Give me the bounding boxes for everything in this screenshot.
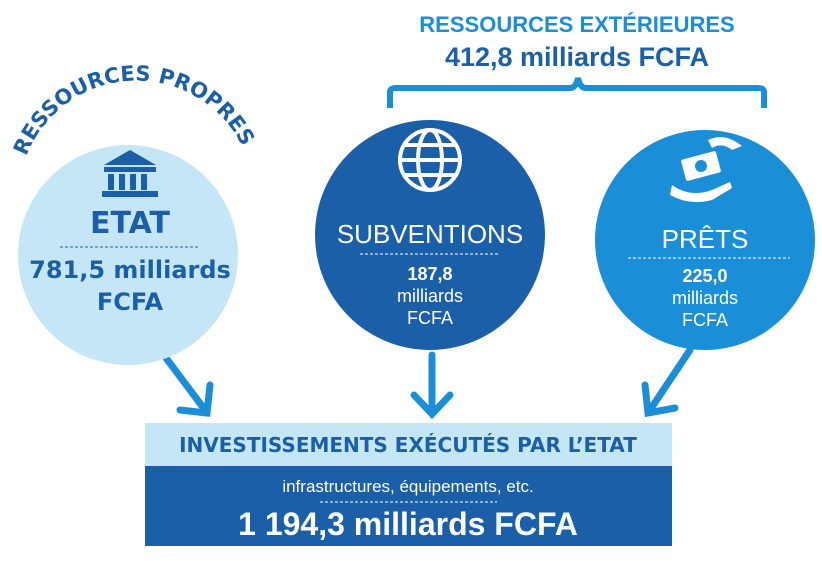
- node-label: ETAT: [90, 206, 171, 241]
- result-title: INVESTISSEMENTS EXÉCUTÉS PAR L’ETAT: [179, 433, 637, 457]
- globe-icon: [398, 128, 462, 192]
- external-title: RESSOURCES EXTÉRIEURES: [419, 12, 734, 37]
- subventions-circle: [315, 120, 545, 350]
- own-title: RESSOURCES PROPRES: [9, 61, 259, 158]
- node-amount: milliards: [672, 288, 738, 308]
- node-amount: 225,0: [682, 266, 727, 286]
- etat-circle: [18, 145, 238, 365]
- node-amount: FCFA: [97, 288, 164, 316]
- bank-icon: [102, 150, 158, 197]
- node-amount: FCFA: [407, 308, 453, 328]
- result-subtitle: infrastructures, équipements, etc.: [282, 477, 533, 496]
- arrows: [156, 346, 694, 420]
- result-header: [145, 423, 672, 466]
- prets-circle: [595, 130, 815, 350]
- external-amount: 412,8 milliards FCFA: [445, 42, 709, 72]
- loan-icon: [670, 137, 742, 203]
- node-amount: milliards: [397, 286, 463, 306]
- result-total: 1 194,3 milliards FCFA: [238, 506, 578, 542]
- brace: [387, 77, 767, 108]
- result-body: [145, 466, 672, 546]
- node-label: PRÊTS: [662, 224, 749, 254]
- node-label: SUBVENTIONS: [337, 219, 523, 249]
- node-amount: FCFA: [682, 310, 728, 330]
- node-amount: 187,8: [407, 264, 452, 284]
- node-amount: 781,5 milliards: [29, 256, 231, 284]
